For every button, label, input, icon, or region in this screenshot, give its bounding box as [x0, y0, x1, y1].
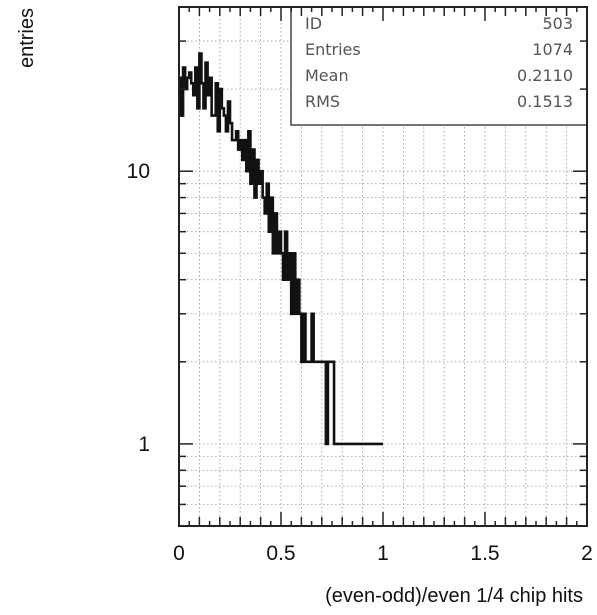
stat-value: 0.2110	[517, 66, 573, 85]
x-tick-label: 0	[173, 542, 185, 565]
y-tick-label: 1	[138, 433, 150, 456]
stat-label: Mean	[305, 66, 349, 85]
x-tick-label: 0.5	[266, 542, 295, 565]
statistics-box: ID 503 Entries 1074 Mean 0.2110 RMS 0.1513	[290, 6, 588, 126]
x-axis-label: (even-odd)/even 1/4 chip hits	[325, 585, 583, 607]
x-tick-labels: 0 0.5 1 1.5 2	[173, 542, 593, 565]
stat-value: 1074	[532, 40, 573, 59]
stat-value: 503	[542, 14, 573, 33]
y-tick-label: 10	[127, 160, 150, 183]
x-tick-label: 1	[377, 542, 389, 565]
histogram-series	[179, 52, 383, 446]
x-tick-label: 1.5	[470, 542, 499, 565]
stat-label: RMS	[305, 92, 340, 111]
y-tick-labels: 1 10	[127, 160, 150, 456]
axis-ticks	[178, 6, 588, 527]
stat-label: Entries	[305, 40, 361, 59]
stat-label: ID	[305, 14, 322, 33]
y-axis-label: entries	[16, 8, 38, 68]
stat-value: 0.1513	[517, 92, 573, 111]
x-tick-label: 2	[581, 542, 593, 565]
